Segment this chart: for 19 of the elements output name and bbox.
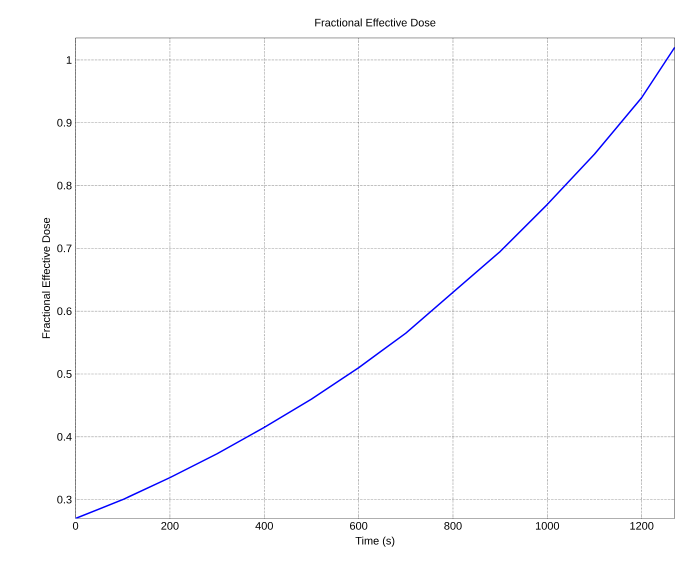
y-tick-label: 0.9 <box>57 119 72 127</box>
line-series <box>76 46 675 519</box>
y-tick-label: 0.7 <box>57 244 72 252</box>
y-tick-label: 0.3 <box>57 496 72 504</box>
y-tick-label: 0.8 <box>57 182 72 190</box>
chart-title: Fractional Effective Dose <box>315 18 436 27</box>
y-tick-label: 0.5 <box>57 370 72 378</box>
x-tick-label: 1200 <box>630 522 654 530</box>
x-tick-label: 600 <box>350 522 368 530</box>
y-tick-label: 0.4 <box>57 433 72 441</box>
x-tick-label: 200 <box>161 522 179 530</box>
y-tick-label: 1 <box>66 56 72 64</box>
x-tick-label: 400 <box>255 522 273 530</box>
x-tick-label: 1000 <box>536 522 560 530</box>
y-axis-title: Fractional Effective Dose <box>42 218 50 338</box>
y-tick-label: 0.6 <box>57 307 72 316</box>
x-tick-label: 800 <box>444 522 462 530</box>
x-tick-label: 0 <box>72 522 78 530</box>
x-axis-title: Time (s) <box>356 536 394 547</box>
